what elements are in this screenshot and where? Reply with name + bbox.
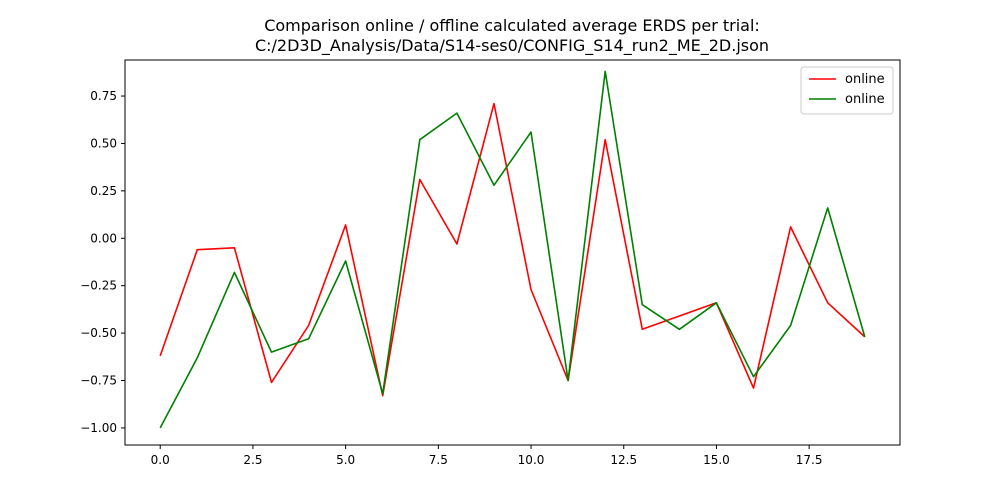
x-tick-label: 10.0 xyxy=(518,453,545,467)
y-tick-label: −0.50 xyxy=(80,326,117,340)
series-line-1 xyxy=(159,102,866,397)
x-tick-label: 12.5 xyxy=(610,453,637,467)
y-tick-label: 0.75 xyxy=(90,89,117,103)
y-tick-label: −0.25 xyxy=(80,279,117,293)
ticks-layer: 0.0 2.5 5.0 7.5 10.0 12.5 15.0 17.5 −1.00 −0.75 −0… xyxy=(80,89,822,467)
y-tick-label: 0.50 xyxy=(90,136,117,150)
plot-area-frame xyxy=(124,59,901,446)
series-layer xyxy=(159,70,866,429)
x-tick-label: 5.0 xyxy=(336,453,355,467)
y-tick-label: 0.00 xyxy=(90,231,117,245)
x-tick-label: 15.0 xyxy=(703,453,730,467)
chart-title-line-1: Comparison online / offline calculated a… xyxy=(264,16,760,35)
y-tick-label: −0.75 xyxy=(80,374,117,388)
legend: online online xyxy=(800,66,894,115)
legend-label: online xyxy=(845,92,885,107)
x-tick-label: 17.5 xyxy=(796,453,823,467)
chart-title-line-2: C:/2D3D_Analysis/Data/S14-ses0/CONFIG_S1… xyxy=(255,36,769,56)
series-line-2 xyxy=(159,70,866,429)
x-tick-label: 2.5 xyxy=(243,453,262,467)
x-tick-label: 7.5 xyxy=(429,453,448,467)
legend-label: online xyxy=(845,72,885,87)
y-tick-label: 0.25 xyxy=(90,184,117,198)
x-tick-label: 0.0 xyxy=(151,453,170,467)
y-tick-label: −1.00 xyxy=(80,421,117,435)
